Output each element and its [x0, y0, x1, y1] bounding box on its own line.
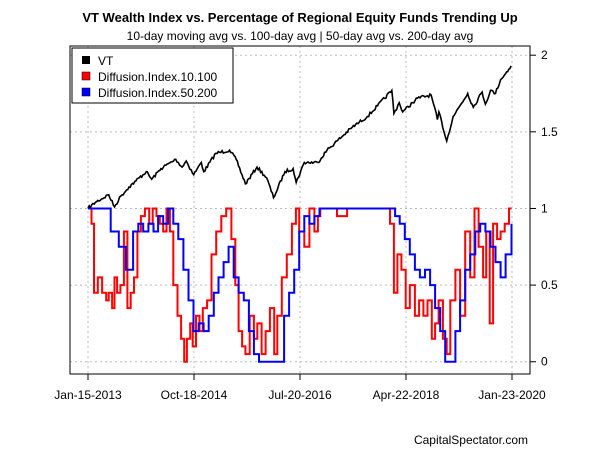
legend-swatch-diffusion-10-100	[81, 71, 91, 81]
y-tick-label: 1	[541, 201, 548, 215]
series-layer	[87, 65, 513, 363]
legend-label-diffusion-10-100: Diffusion.Index.10.100	[98, 70, 218, 84]
legend-swatch-diffusion-50-200	[81, 87, 91, 97]
y-tick-label: 2	[541, 48, 548, 62]
y-axis: 0 0.5 1 1.5 2	[530, 48, 558, 369]
series-line-vt	[87, 65, 512, 210]
legend-box	[71, 47, 234, 104]
x-tick-label: Jul-20-2016	[268, 388, 332, 402]
x-tick-label: Jan-15-2013	[54, 388, 122, 402]
x-tick-label: Oct-18-2014	[161, 388, 228, 402]
chart-subtitle: 10-day moving avg vs. 100-day avg | 50-d…	[127, 29, 474, 43]
y-tick-label: 1.5	[541, 125, 558, 139]
legend-label-diffusion-50-200: Diffusion.Index.50.200	[98, 86, 218, 100]
y-tick-label: 0	[541, 355, 548, 369]
legend: VT Diffusion.Index.10.100 Diffusion.Inde…	[71, 47, 234, 104]
credit-label: CapitalSpectator.com	[414, 433, 528, 447]
x-axis: Jan-15-2013 Oct-18-2014 Jul-20-2016 Apr-22-…	[54, 374, 546, 402]
chart-title: VT Wealth Index vs. Percentage of Region…	[82, 10, 517, 25]
x-tick-label: Jan-23-2020	[478, 388, 546, 402]
series-line-diffusion-index-50-200	[88, 207, 513, 363]
legend-label-vt: VT	[98, 54, 114, 68]
x-tick-label: Apr-22-2018	[373, 388, 440, 402]
y-tick-label: 0.5	[541, 278, 558, 292]
legend-swatch-vt	[82, 56, 90, 64]
